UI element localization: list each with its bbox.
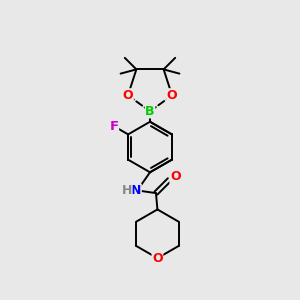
Text: N: N	[131, 184, 141, 197]
Text: O: O	[123, 89, 133, 102]
Text: O: O	[167, 89, 177, 102]
Text: F: F	[110, 120, 118, 133]
Text: O: O	[170, 170, 181, 183]
Text: O: O	[152, 252, 163, 265]
Text: H: H	[122, 184, 132, 197]
Text: B: B	[145, 105, 155, 118]
